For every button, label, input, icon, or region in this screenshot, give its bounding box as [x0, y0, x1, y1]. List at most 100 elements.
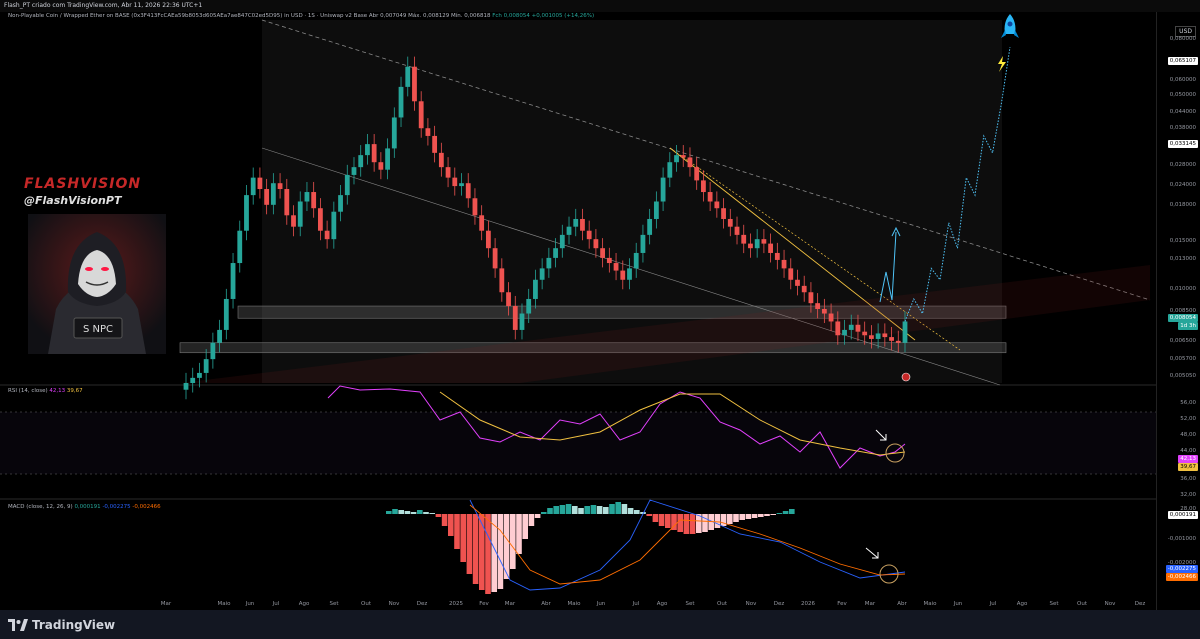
macd-axis-label: -0,002000	[1167, 560, 1196, 566]
rocket-icon	[1001, 14, 1019, 38]
candle	[526, 288, 532, 324]
time-axis-label: Jul	[989, 601, 997, 607]
macd-legend[interactable]: MACD (close, 12, 26, 9) 0,000191 -0,0022…	[8, 504, 161, 510]
time-axis-label: Nov	[745, 601, 757, 607]
time-axis-label: Ago	[1016, 601, 1028, 607]
macd-hist-bar	[658, 514, 665, 526]
candle-body	[203, 359, 209, 373]
candle	[667, 152, 673, 188]
time-axis-label: Fev	[837, 601, 847, 607]
macd-hist-bar	[398, 510, 404, 514]
brand-handle: @FlashVisionPT	[24, 194, 122, 207]
macd-hist-bar	[541, 512, 547, 514]
candle-body	[633, 252, 639, 269]
candle-body	[647, 218, 653, 235]
candle	[821, 298, 827, 324]
time-axis-label: Abr	[897, 601, 907, 607]
macd-hist-tag: 0,000191	[1167, 511, 1198, 519]
macd-hist-bar	[720, 514, 727, 526]
macd-hist-bar	[559, 505, 566, 514]
time-axis-label: Jul	[632, 601, 640, 607]
macd-hist-bar	[696, 514, 702, 533]
macd-hist-bar	[503, 514, 510, 579]
time-axis-label: Mar	[864, 601, 876, 607]
candle-body	[768, 243, 774, 253]
rsi-value: 42,13	[49, 388, 66, 394]
candle	[761, 229, 767, 254]
candle-body	[499, 268, 505, 293]
trendline-yellow-dotted	[669, 147, 961, 351]
candle	[593, 229, 599, 258]
candle	[210, 332, 216, 369]
macd-hist-bar	[683, 514, 690, 534]
time-axis-label: Set	[1049, 601, 1059, 607]
time-axis-label: Mar	[504, 601, 516, 607]
candle	[889, 327, 894, 351]
macd-hist-bar	[782, 511, 789, 514]
rsi-band-fill	[0, 412, 1156, 474]
time-axis[interactable]: Mar Maio Jun Jul Ago Set Out Nov Dez 2025 Fev Mar Ab…	[0, 598, 1156, 610]
tradingview-logo[interactable]: TradingView	[8, 618, 115, 632]
candle-body	[512, 306, 518, 330]
candle-body	[795, 279, 800, 286]
time-axis-label: Ago	[298, 601, 310, 607]
candle-body	[257, 177, 263, 190]
time-axis-label: Jul	[272, 601, 280, 607]
macd-hist-bar	[466, 514, 473, 574]
symbol-legend[interactable]: Non-Playable Coin / Wrapped Ether on BAS…	[8, 13, 594, 19]
macd-hist-bar	[702, 514, 708, 532]
macd-hist-bar	[423, 512, 429, 514]
candle	[748, 233, 753, 258]
candle-body	[479, 215, 485, 231]
macd-hist-bar	[603, 507, 609, 514]
macd-hist-bar	[497, 514, 504, 589]
candle-body	[297, 201, 303, 227]
candle	[311, 181, 317, 218]
candle	[217, 319, 222, 353]
macd-hist-bar	[534, 514, 541, 518]
price-axis[interactable]: USD 0,080000 0,065107 0,060000 0,050000 …	[1156, 12, 1200, 610]
candle	[277, 173, 283, 199]
candle-body	[580, 218, 585, 231]
candle-body	[412, 66, 417, 102]
candle-body	[781, 259, 787, 269]
macd-hist-bar	[392, 509, 398, 514]
macd-line-value: -0,002275	[102, 504, 131, 510]
rsi-title: RSI (14, close)	[8, 388, 48, 394]
candle-body	[808, 292, 814, 304]
candle	[768, 233, 774, 263]
candle-body	[425, 128, 431, 136]
macd-hist-bar	[472, 514, 479, 584]
price-label: 0,005700	[1169, 356, 1196, 362]
time-axis-label: Jun	[953, 601, 963, 607]
candle	[485, 220, 491, 258]
candle	[842, 319, 847, 345]
macd-hist-bar	[621, 504, 628, 514]
candle-body	[848, 324, 854, 330]
candle-body	[324, 230, 330, 240]
support-zone	[237, 305, 1007, 319]
rsi-legend[interactable]: RSI (14, close) 42,13 39,67	[8, 388, 83, 394]
price-label: 0,015000	[1169, 238, 1196, 244]
price-label: 0,010000	[1169, 286, 1196, 292]
change-value: +0,001005 (+14,26%)	[531, 13, 595, 19]
macd-hist-bar	[528, 514, 535, 526]
candle-body	[277, 183, 283, 190]
candle-body	[317, 208, 323, 231]
time-axis-label: Out	[717, 601, 727, 607]
candle-body	[895, 340, 901, 343]
time-axis-label: Set	[329, 601, 339, 607]
ascending-channel	[180, 265, 1150, 383]
currency-selector[interactable]: USD	[1175, 26, 1196, 37]
price-chart[interactable]	[0, 0, 1156, 598]
candle-body	[445, 167, 451, 178]
candle	[264, 178, 270, 215]
candle	[270, 173, 276, 215]
rsi-highlight-circle	[885, 443, 905, 463]
macd-hist-bar	[634, 510, 640, 514]
macd-hist-bar	[584, 506, 590, 514]
macd-hist-bar	[429, 513, 435, 514]
candle	[344, 164, 350, 205]
candle	[801, 275, 807, 302]
price-label: 0,060000	[1169, 77, 1196, 83]
